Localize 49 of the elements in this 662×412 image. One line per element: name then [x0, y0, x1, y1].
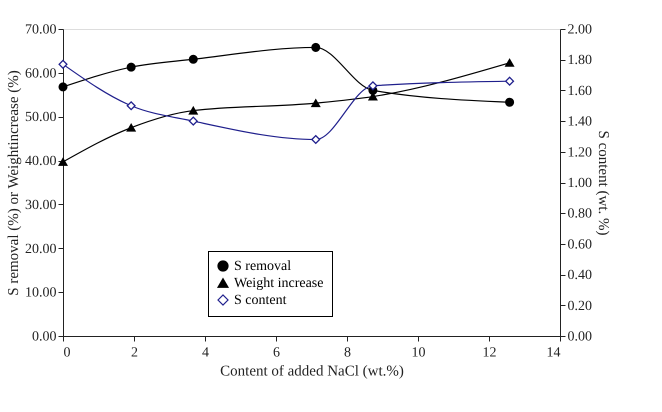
y-tick-label: 50.00 [25, 110, 56, 126]
x-tick-label: 8 [344, 346, 351, 360]
point [126, 62, 136, 72]
x-tick-label: 4 [202, 346, 209, 360]
x-axis-title: Content of added NaCl (wt.%) [220, 364, 404, 380]
y2-tick-label: 2.00 [568, 22, 592, 38]
y-axis-title: S removal (%) or Weightincrease (%) [6, 70, 22, 296]
point [505, 58, 514, 67]
point [505, 76, 514, 86]
y2-tick-label: 0.80 [568, 206, 592, 222]
y2-tick-label: 0.60 [568, 237, 592, 252]
y2-tick-label: 1.00 [568, 176, 592, 191]
point [311, 42, 320, 52]
y-tick-label: 40.00 [25, 154, 56, 170]
legend-label: Weight increase [234, 276, 324, 291]
y2-tick-label: 1.80 [568, 53, 592, 68]
point [311, 99, 320, 108]
point [126, 124, 136, 132]
point [188, 54, 198, 64]
y-tick-label: 70.00 [25, 22, 56, 38]
x-tick-label: 2 [131, 346, 138, 360]
point [58, 158, 68, 166]
y-tick-label: 30.00 [25, 198, 56, 213]
y-tick-label: 10.00 [25, 286, 56, 301]
y2-tick-label: 0.40 [568, 268, 592, 284]
y2-tick-label: 0.20 [568, 298, 592, 314]
point [311, 134, 320, 144]
x-tick-label: 0 [64, 346, 70, 360]
point [368, 81, 378, 90]
y2-tick-label: 1.60 [568, 84, 592, 99]
legend-label: S content [234, 293, 287, 308]
y2-tick-label: 1.40 [568, 114, 592, 130]
y-tick-label: 0.00 [32, 330, 56, 344]
point [505, 98, 514, 107]
y-tick-label: 20.00 [25, 242, 56, 257]
x-tick-label: 12 [482, 346, 496, 360]
x-tick-label: 6 [273, 346, 280, 360]
y2-axis-title: S content (wt. %) [595, 130, 611, 236]
y2-tick-label: 0.00 [568, 330, 592, 344]
x-tick-label: 10 [412, 346, 426, 360]
point [58, 82, 68, 92]
point [188, 106, 198, 115]
point [126, 101, 136, 110]
point [188, 116, 198, 126]
y2-tick-label: 1.20 [568, 145, 592, 160]
legend-label: S removal [234, 259, 292, 274]
x-tick-label: 14 [546, 346, 560, 360]
y-tick-label: 60.00 [25, 66, 56, 82]
point [58, 60, 68, 69]
